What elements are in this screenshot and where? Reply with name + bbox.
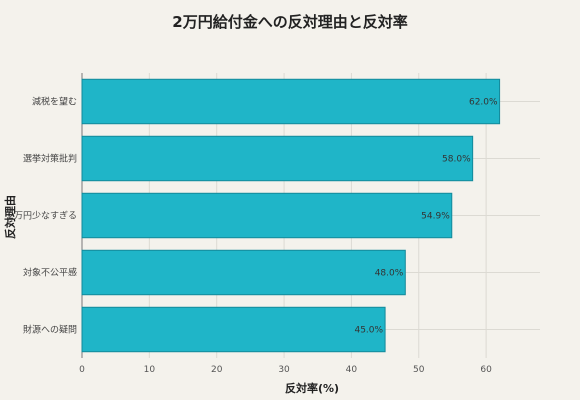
labels: 0 10 20 30 40 50 60 減税を望む 62.0% 選挙対策批判 58.0% 2万円少なす… xyxy=(8,96,498,376)
data-label: 54.9% xyxy=(421,212,450,222)
x-tick-label: 30 xyxy=(278,365,290,375)
category-label: 選挙対策批判 xyxy=(23,153,77,165)
data-label: 58.0% xyxy=(442,155,471,165)
bars xyxy=(81,78,501,353)
data-label: 45.0% xyxy=(354,326,383,336)
x-tick-label: 60 xyxy=(480,365,492,375)
category-label: 対象不公平感 xyxy=(23,267,77,279)
category-label: 2万円少なすぎる xyxy=(8,210,77,222)
x-tick-label: 10 xyxy=(144,365,156,375)
x-axis-label: 反対率(%) xyxy=(285,381,339,395)
category-label: 減税を望む xyxy=(32,96,77,108)
bar xyxy=(81,249,406,296)
x-tick-label: 20 xyxy=(211,365,223,375)
category-label: 財源への疑問 xyxy=(23,324,77,336)
chart-title: 2万円給付金への反対理由と反対率 xyxy=(172,13,407,31)
bar xyxy=(81,306,386,353)
x-tick-label: 50 xyxy=(413,365,425,375)
data-label: 62.0% xyxy=(469,98,498,108)
y-axis-label: 反対理由 xyxy=(3,195,17,239)
bar xyxy=(81,192,453,239)
x-tick-label: 0 xyxy=(79,365,85,375)
bar xyxy=(81,78,501,125)
data-label: 48.0% xyxy=(375,269,404,279)
bar xyxy=(81,135,474,182)
x-tick-label: 40 xyxy=(346,365,358,375)
